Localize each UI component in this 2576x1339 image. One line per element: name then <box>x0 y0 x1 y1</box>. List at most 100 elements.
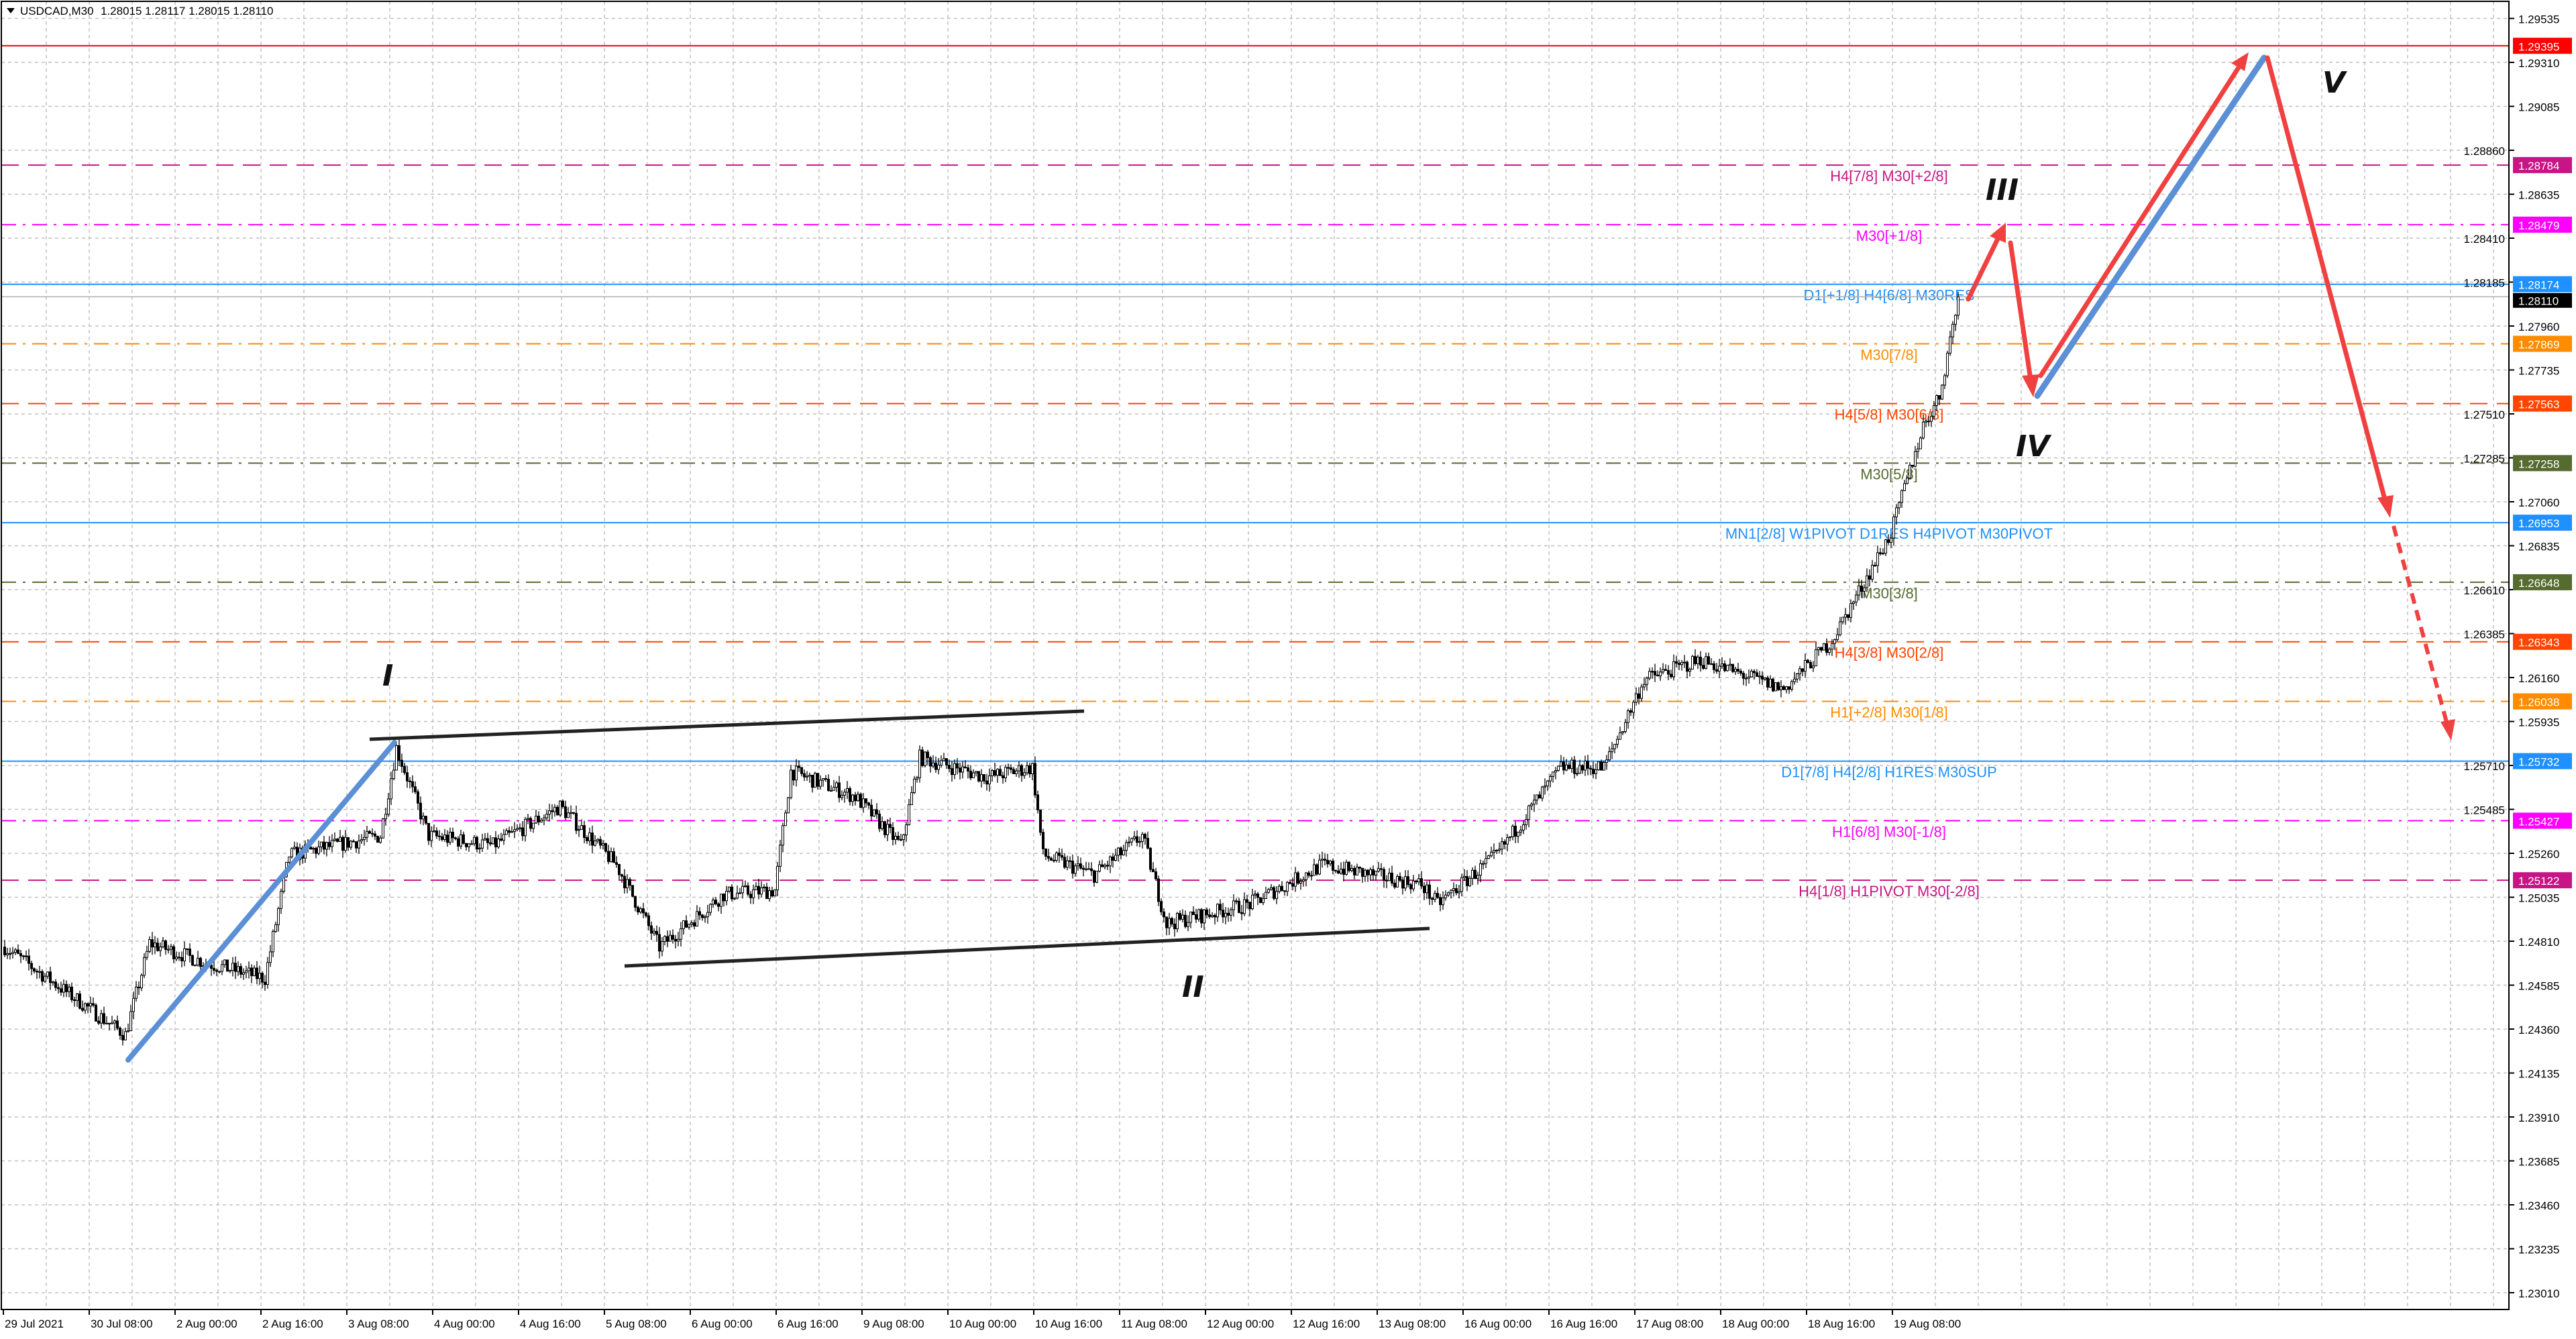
candle-body <box>132 998 135 1012</box>
candle <box>545 810 548 822</box>
candle <box>1707 652 1710 665</box>
candle <box>1726 664 1729 672</box>
candle <box>1356 863 1358 875</box>
candle <box>242 968 245 980</box>
candle-body <box>1366 869 1369 875</box>
candle-body <box>881 821 883 829</box>
channel-upper-line[interactable] <box>369 709 1085 741</box>
price-level-badge-label: 1.26648 <box>2518 577 2559 590</box>
candle-body <box>1063 857 1066 868</box>
candle <box>610 847 612 863</box>
candle-body <box>704 916 706 918</box>
arrow-wave-3[interactable] <box>1966 223 2006 302</box>
triangle-down-icon[interactable] <box>7 8 15 13</box>
candle-body <box>331 840 333 847</box>
candle-body <box>1388 872 1391 881</box>
candle-body <box>1828 649 1831 653</box>
candle <box>1431 896 1434 905</box>
candle <box>1699 651 1702 672</box>
candle <box>199 957 202 972</box>
candle <box>1211 912 1214 918</box>
candle <box>846 781 849 800</box>
candle <box>816 773 819 790</box>
candle-body <box>11 951 14 955</box>
candle <box>521 820 524 841</box>
candle <box>1026 761 1028 775</box>
candle <box>596 838 599 844</box>
candle-body <box>1163 911 1165 918</box>
candle <box>980 769 983 788</box>
candle-body <box>1095 871 1098 883</box>
candle-body <box>1128 841 1130 843</box>
candle <box>280 888 282 914</box>
candle <box>1412 875 1415 892</box>
candle-body <box>57 987 60 989</box>
candle-body <box>1122 850 1125 855</box>
candle-body <box>1925 421 1927 423</box>
arrow-decline-projection[interactable] <box>2392 525 2455 741</box>
candle <box>1184 910 1187 928</box>
candle-body <box>1036 794 1039 810</box>
candle <box>1240 904 1243 920</box>
candle <box>1337 865 1340 875</box>
candle-body <box>1895 507 1898 517</box>
candle <box>449 827 451 845</box>
candle <box>1951 321 1954 344</box>
candle <box>1085 861 1087 871</box>
candle-body <box>524 818 527 837</box>
candle-body <box>1801 668 1804 672</box>
candle <box>1825 638 1828 656</box>
candle-body <box>1179 913 1181 920</box>
candle-body <box>1887 539 1890 543</box>
candle-body <box>816 773 819 787</box>
candle <box>1664 664 1667 671</box>
candle <box>1576 767 1578 777</box>
candle <box>1874 561 1876 567</box>
candle <box>331 834 333 853</box>
candle-body <box>1468 877 1471 886</box>
candle-body <box>360 839 363 841</box>
candle <box>371 828 374 838</box>
candle <box>1238 898 1240 914</box>
candle-body <box>119 1027 121 1036</box>
candle-body <box>722 894 725 902</box>
candle <box>395 742 398 771</box>
candle <box>1847 614 1849 621</box>
candle <box>621 873 623 883</box>
arrow-wave-4[interactable] <box>2008 240 2039 397</box>
time-tick-label: 6 Aug 00:00 <box>692 1318 753 1330</box>
candle-body <box>658 934 661 952</box>
candle <box>1259 897 1262 904</box>
candle <box>1023 768 1026 779</box>
candle-body <box>1946 352 1949 376</box>
trendline-wave-1[interactable] <box>125 740 397 1063</box>
candle-body <box>873 809 875 816</box>
candle <box>1275 886 1278 904</box>
candle-body <box>1302 879 1305 882</box>
candle-body <box>725 891 728 902</box>
candle-body <box>261 973 264 983</box>
candle-body <box>1136 836 1138 843</box>
candle <box>387 792 390 817</box>
candle-body <box>1460 877 1463 892</box>
arrow-decline[interactable] <box>2265 55 2394 518</box>
candle-body <box>1868 575 1871 580</box>
trendline-wave-5-blue[interactable] <box>2034 54 2267 399</box>
candle-body <box>462 834 465 844</box>
price-tick-label: 1.27060 <box>2518 496 2559 509</box>
candle <box>1434 890 1436 903</box>
candle <box>537 811 540 826</box>
channel-lower-line[interactable] <box>624 926 1430 968</box>
price-level-badge <box>2513 38 2572 54</box>
candle-body <box>1396 875 1399 888</box>
candle <box>272 929 274 957</box>
candle <box>1761 671 1764 686</box>
candle <box>1914 445 1917 468</box>
candle-body <box>956 763 959 769</box>
candle-body <box>14 949 17 953</box>
arrow-wave-5[interactable] <box>2038 52 2249 378</box>
candle <box>800 767 803 777</box>
candle-body <box>545 814 548 818</box>
candle-body <box>553 806 556 812</box>
